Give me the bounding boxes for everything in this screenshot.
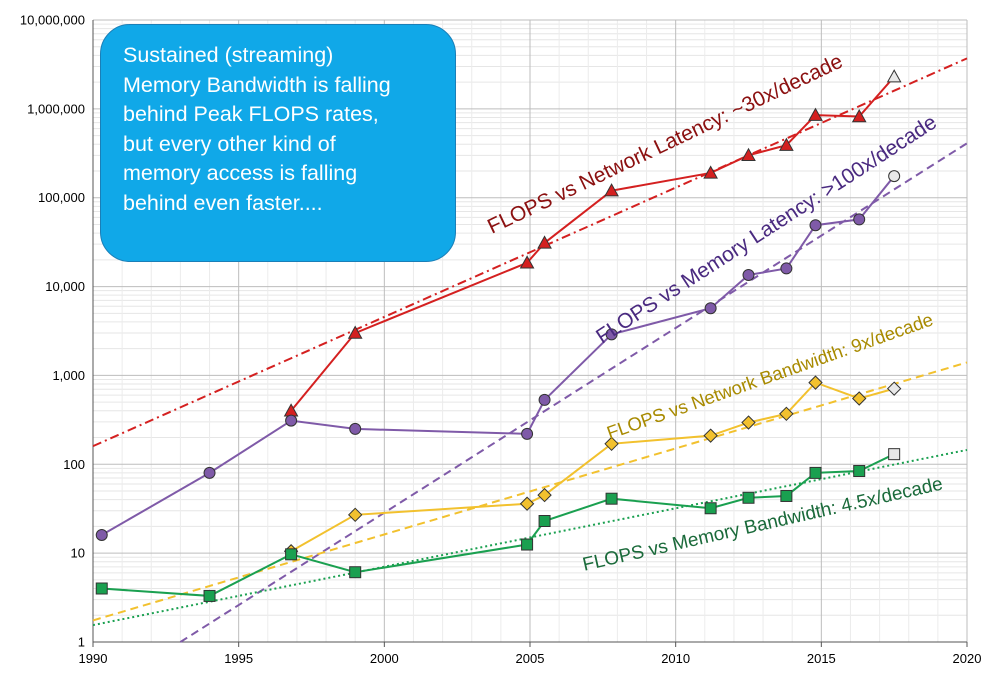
data-point-network-bandwidth: [851, 391, 867, 406]
data-point-memory-latency: [853, 213, 866, 226]
y-tick-label: 1,000,000: [27, 101, 85, 116]
data-point-memory-bandwidth: [285, 548, 298, 561]
y-tick-label: 10: [71, 546, 85, 561]
data-point-network-latency: [808, 107, 823, 121]
x-tick-label: 2000: [370, 651, 399, 666]
data-point-memory-bandwidth: [349, 566, 362, 579]
x-tick-label: 2020: [953, 651, 982, 666]
data-point-memory-bandwidth: [888, 448, 901, 461]
data-point-memory-bandwidth: [780, 489, 793, 502]
x-tick-label: 2010: [661, 651, 690, 666]
callout-line: Memory Bandwidth is falling: [123, 72, 391, 97]
data-point-network-bandwidth: [779, 406, 794, 422]
data-point-memory-bandwidth: [95, 582, 108, 595]
callout-line: behind Peak FLOPS rates,: [123, 102, 379, 126]
x-tick-label: 2015: [807, 651, 836, 666]
data-point-network-latency: [347, 325, 363, 339]
data-point-memory-latency: [742, 268, 755, 281]
callout-line: memory access is falling: [123, 161, 358, 185]
data-point-network-bandwidth: [808, 375, 823, 390]
data-point-network-latency: [604, 183, 619, 197]
data-point-network-bandwidth: [537, 487, 552, 503]
data-point-network-latency: [537, 235, 552, 249]
trendlines: [92, 57, 968, 643]
data-point-memory-latency: [349, 422, 362, 435]
data-point-network-bandwidth: [347, 507, 363, 523]
y-tick-label: 10,000,000: [20, 13, 85, 28]
y-tick-label: 100: [63, 457, 85, 472]
y-tick-label: 100,000: [38, 190, 85, 205]
data-point-memory-latency: [605, 328, 618, 341]
y-tick-label: 1,000: [52, 368, 85, 383]
data-point-network-bandwidth: [741, 415, 756, 430]
data-point-memory-latency: [203, 466, 216, 479]
data-point-memory-latency: [888, 170, 901, 183]
data-point-memory-bandwidth: [605, 492, 618, 505]
data-point-memory-bandwidth: [742, 491, 755, 504]
data-point-memory-bandwidth: [853, 465, 866, 478]
callout-line: Sustained (streaming): [123, 43, 334, 67]
x-tick-label: 1990: [79, 651, 108, 666]
data-point-network-bandwidth: [604, 436, 619, 452]
data-point-memory-bandwidth: [704, 502, 717, 515]
x-tick-label: 2005: [516, 651, 545, 666]
data-point-network-latency: [519, 255, 535, 269]
data-point-memory-bandwidth: [521, 538, 534, 551]
data-point-network-latency: [741, 147, 756, 162]
data-point-memory-latency: [809, 219, 822, 232]
y-tick-label: 1: [78, 635, 85, 650]
callout-line: behind even faster....: [123, 190, 323, 215]
series: [95, 69, 902, 602]
callout-box: Sustained (streaming) Memory Bandwidth i…: [100, 24, 456, 262]
x-tick-label: 1995: [224, 651, 253, 666]
data-point-network-latency: [886, 69, 902, 83]
data-point-memory-bandwidth: [538, 515, 551, 528]
data-point-memory-latency: [95, 529, 108, 542]
y-tick-label: 10,000: [45, 279, 85, 294]
data-point-memory-bandwidth: [809, 466, 822, 479]
callout-line: but every other kind of: [123, 131, 336, 156]
data-point-memory-latency: [780, 262, 793, 275]
data-point-network-latency: [779, 137, 794, 151]
data-point-memory-bandwidth: [203, 589, 216, 602]
data-point-memory-latency: [538, 393, 551, 406]
data-point-network-bandwidth: [703, 428, 718, 443]
trendline-network-bandwidth: [92, 361, 968, 622]
trendline-network-latency: [92, 57, 968, 448]
data-point-network-latency: [703, 165, 718, 179]
data-point-memory-latency: [704, 302, 717, 315]
data-point-memory-latency: [285, 414, 298, 427]
trendline-memory-bandwidth: [92, 448, 968, 627]
data-point-network-latency: [851, 108, 867, 123]
axes: 1 10 100 1,000 10,000 100,000 1,000,000 10,000,…: [20, 13, 982, 667]
data-point-network-bandwidth: [886, 381, 902, 396]
data-point-memory-latency: [521, 427, 534, 440]
data-point-network-bandwidth: [519, 496, 535, 511]
